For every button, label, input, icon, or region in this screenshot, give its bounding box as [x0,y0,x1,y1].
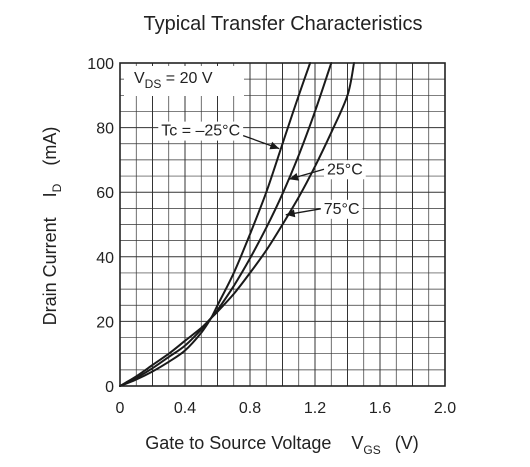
y-tick-label: 40 [96,250,114,267]
x-axis-label: Gate to Source Voltage VGS (V) [145,433,419,457]
x-axis-label-subscript: GS [363,443,380,457]
x-axis-label-symbol: V [351,433,363,453]
annotation-background [158,121,244,141]
plot-frame [119,62,446,387]
annotation-2: 75°C [285,199,363,219]
x-tick-label: 0.8 [239,400,261,417]
y-axis-label-subscript: D [50,183,64,192]
x-tick-label: 1.6 [369,400,391,417]
annotation-background [324,160,366,180]
y-tick-label: 80 [96,121,114,138]
y-tick-label: 100 [87,56,114,73]
tick-labels: 0 0.4 0.8 1.2 1.6 2.0 0 20 40 60 80 100 [87,56,456,417]
y-axis-label-main: Drain Current [40,217,60,325]
annotation-arrowhead [269,141,280,150]
y-axis-label: Drain Current ID (mA) [40,127,64,326]
annotation-label: 25°C [327,161,363,178]
x-tick-label: 1.2 [304,400,326,417]
series-line-0 [119,62,312,387]
x-tick-label: 0.4 [174,400,196,417]
x-axis-label-main: Gate to Source Voltage [145,433,331,453]
annotations: Tc = –25°C 25°C 75°C [158,121,366,219]
svg-text:VDS = 20 V: VDS = 20 V [134,70,213,91]
vds-condition-label: VDS = 20 V [124,66,244,96]
annotation-0: Tc = –25°C [158,121,280,150]
curves [119,62,355,387]
annotation-arrowhead [285,209,296,218]
y-axis-label-symbol: I [40,192,60,197]
vds-subscript: DS [145,77,162,91]
annotation-label: 75°C [324,201,360,218]
series-line-1 [119,62,333,387]
x-tick-label: 0 [116,400,125,417]
x-tick-label: 2.0 [434,400,456,417]
x-axis-label-unit: (V) [395,433,419,453]
vds-value: = 20 V [161,70,212,87]
y-tick-label: 60 [96,185,114,202]
y-tick-label: 20 [96,314,114,331]
y-tick-label: 0 [105,379,114,396]
annotation-background [320,199,363,219]
chart-title: Typical Transfer Characteristics [144,13,423,35]
series-line-2 [119,62,355,387]
grid [120,63,445,386]
annotation-arrowhead [289,172,299,181]
y-axis-label-unit: (mA) [40,127,60,166]
vds-symbol: V [134,70,145,87]
annotation-label: Tc = –25°C [161,123,240,140]
annotation-1: 25°C [288,160,366,181]
